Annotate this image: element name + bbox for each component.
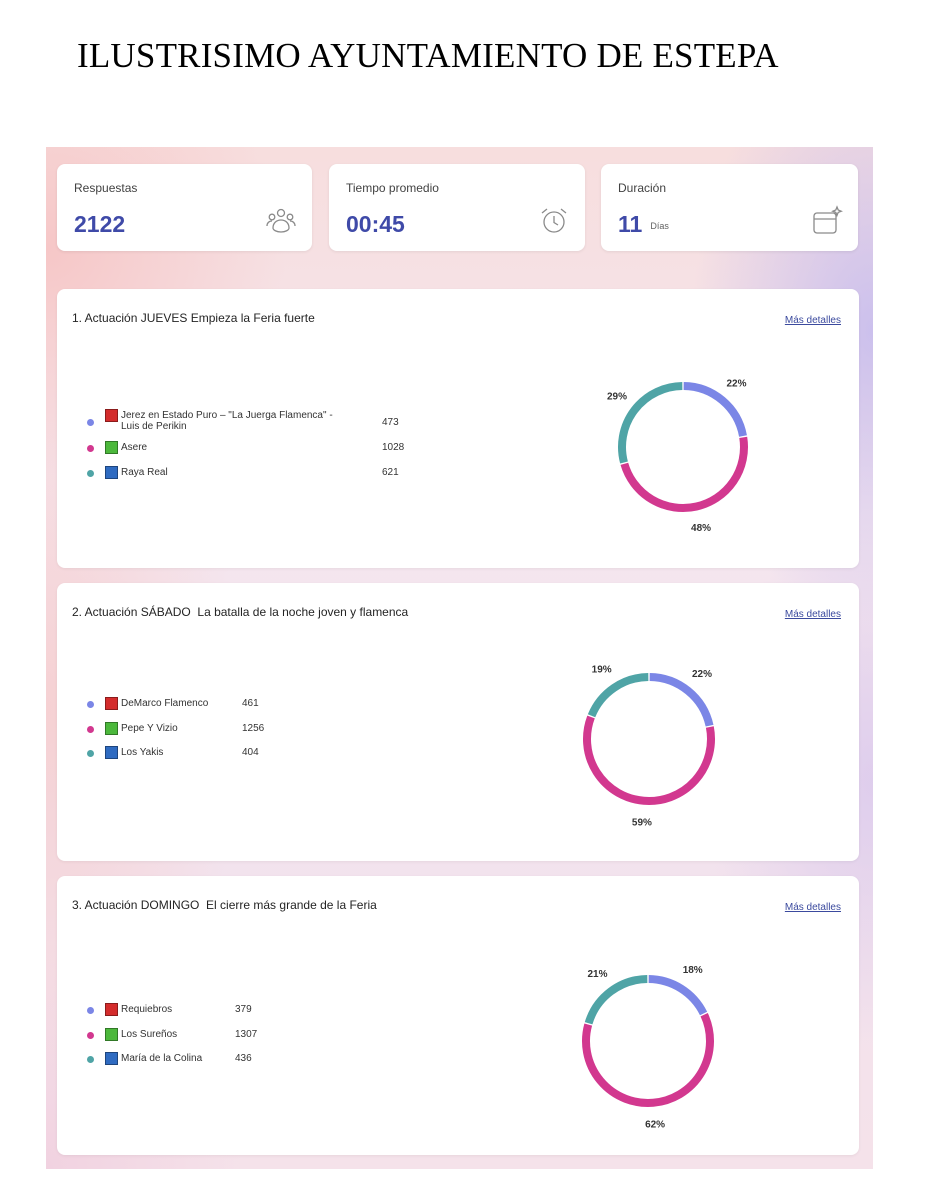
color-swatch bbox=[105, 409, 118, 422]
series-dot bbox=[87, 470, 94, 477]
question-card-1: 1. Actuación JUEVES Empieza la Feria fue… bbox=[57, 289, 859, 568]
legend-item: María de la Colina 436 bbox=[87, 1052, 417, 1068]
color-swatch bbox=[105, 441, 118, 454]
duration-unit: Días bbox=[650, 221, 669, 231]
avg-time-label: Tiempo promedio bbox=[346, 181, 439, 195]
donut-slice bbox=[584, 975, 648, 1025]
option-count: 461 bbox=[242, 698, 259, 709]
legend-item: Requiebros 379 bbox=[87, 1003, 417, 1019]
duration-card: Duración 11 Días bbox=[601, 164, 858, 251]
series-dot bbox=[87, 750, 94, 757]
color-swatch bbox=[105, 466, 118, 479]
more-details-link[interactable]: Más detalles bbox=[784, 902, 841, 913]
option-label: Los Yakis bbox=[121, 747, 164, 758]
option-label: Requiebros bbox=[121, 1004, 173, 1015]
percent-label: 59% bbox=[632, 818, 652, 829]
color-swatch bbox=[105, 746, 118, 759]
option-count: 621 bbox=[382, 467, 399, 478]
option-count: 404 bbox=[242, 747, 259, 758]
question-card-2: 2. Actuación SÁBADO La batalla de la noc… bbox=[57, 583, 859, 861]
responses-label: Respuestas bbox=[74, 181, 138, 195]
alarm-clock-icon bbox=[541, 208, 567, 233]
more-details-link[interactable]: Más detalles bbox=[784, 315, 841, 326]
people-icon bbox=[266, 208, 296, 233]
donut-chart: 22% 59% 19% bbox=[583, 665, 715, 829]
document-title: ILUSTRISIMO AYUNTAMIENTO DE ESTEPA bbox=[77, 36, 779, 75]
question-title: 2. Actuación SÁBADO La batalla de la noc… bbox=[72, 605, 409, 619]
responses-card: Respuestas 2122 bbox=[57, 164, 312, 251]
option-count: 1307 bbox=[235, 1029, 258, 1040]
legend-item: Asere 1028 bbox=[87, 441, 417, 457]
question-card-3: 3. Actuación DOMINGO El cierre más grand… bbox=[57, 876, 859, 1155]
responses-value: 2122 bbox=[74, 211, 126, 237]
percent-label: 18% bbox=[683, 965, 703, 976]
avg-time-card: Tiempo promedio 00:45 bbox=[329, 164, 585, 251]
option-count: 473 bbox=[382, 417, 399, 428]
option-count: 379 bbox=[235, 1004, 252, 1015]
donut-chart: 22% 48% 29% bbox=[607, 379, 748, 534]
color-swatch bbox=[105, 1003, 118, 1016]
calendar-sparkle-icon bbox=[813, 205, 843, 234]
duration-value: 11 Días bbox=[618, 211, 669, 238]
legend-item: Jerez en Estado Puro – "La Juerga Flamen… bbox=[87, 409, 417, 435]
duration-label: Duración bbox=[618, 181, 667, 195]
option-count: 1028 bbox=[382, 442, 405, 453]
donut-slice bbox=[648, 975, 708, 1016]
percent-label: 48% bbox=[691, 523, 711, 534]
legend-item: Los Sureños 1307 bbox=[87, 1028, 417, 1044]
option-label: Asere bbox=[121, 442, 148, 453]
color-swatch bbox=[105, 722, 118, 735]
series-dot bbox=[87, 419, 94, 426]
donut-slice bbox=[618, 382, 683, 464]
color-swatch bbox=[105, 697, 118, 710]
legend-item: Los Yakis 404 bbox=[87, 746, 417, 762]
option-label: María de la Colina bbox=[121, 1053, 203, 1064]
percent-label: 22% bbox=[726, 379, 746, 390]
question-title: 3. Actuación DOMINGO El cierre más grand… bbox=[72, 898, 377, 912]
series-dot bbox=[87, 701, 94, 708]
series-dot bbox=[87, 1032, 94, 1039]
percent-label: 21% bbox=[587, 969, 607, 980]
option-count: 436 bbox=[235, 1053, 252, 1064]
percent-label: 22% bbox=[692, 669, 712, 680]
legend-item: Pepe Y Vizio 1256 bbox=[87, 722, 417, 738]
donut-slice bbox=[583, 715, 715, 805]
color-swatch bbox=[105, 1028, 118, 1041]
series-dot bbox=[87, 726, 94, 733]
option-count: 1256 bbox=[242, 723, 265, 734]
series-dot bbox=[87, 1007, 94, 1014]
forms-summary-canvas: Respuestas 2122 Tiempo promedio 00:45 Du… bbox=[46, 147, 873, 1169]
avg-time-value: 00:45 bbox=[346, 211, 405, 237]
option-label: Raya Real bbox=[121, 467, 168, 478]
series-dot bbox=[87, 1056, 94, 1063]
donut-slice bbox=[587, 673, 649, 718]
legend-item: DeMarco Flamenco 461 bbox=[87, 697, 417, 713]
percent-label: 19% bbox=[592, 665, 612, 676]
donut-slice bbox=[620, 436, 748, 512]
donut-chart: 18% 62% 21% bbox=[582, 965, 714, 1131]
color-swatch bbox=[105, 1052, 118, 1065]
option-label: Jerez en Estado Puro – "La Juerga Flamen… bbox=[121, 410, 333, 432]
option-label: DeMarco Flamenco bbox=[121, 698, 209, 709]
percent-label: 29% bbox=[607, 392, 627, 403]
more-details-link[interactable]: Más detalles bbox=[784, 609, 841, 620]
series-dot bbox=[87, 445, 94, 452]
percent-label: 62% bbox=[645, 1120, 665, 1131]
question-title: 1. Actuación JUEVES Empieza la Feria fue… bbox=[72, 311, 315, 325]
option-label: Pepe Y Vizio bbox=[121, 723, 178, 734]
donut-slice bbox=[649, 673, 714, 727]
donut-slice bbox=[582, 1013, 714, 1107]
legend-item: Raya Real 621 bbox=[87, 466, 417, 482]
duration-number: 11 bbox=[618, 211, 643, 237]
option-label: Los Sureños bbox=[121, 1029, 178, 1040]
donut-slice bbox=[683, 382, 747, 437]
